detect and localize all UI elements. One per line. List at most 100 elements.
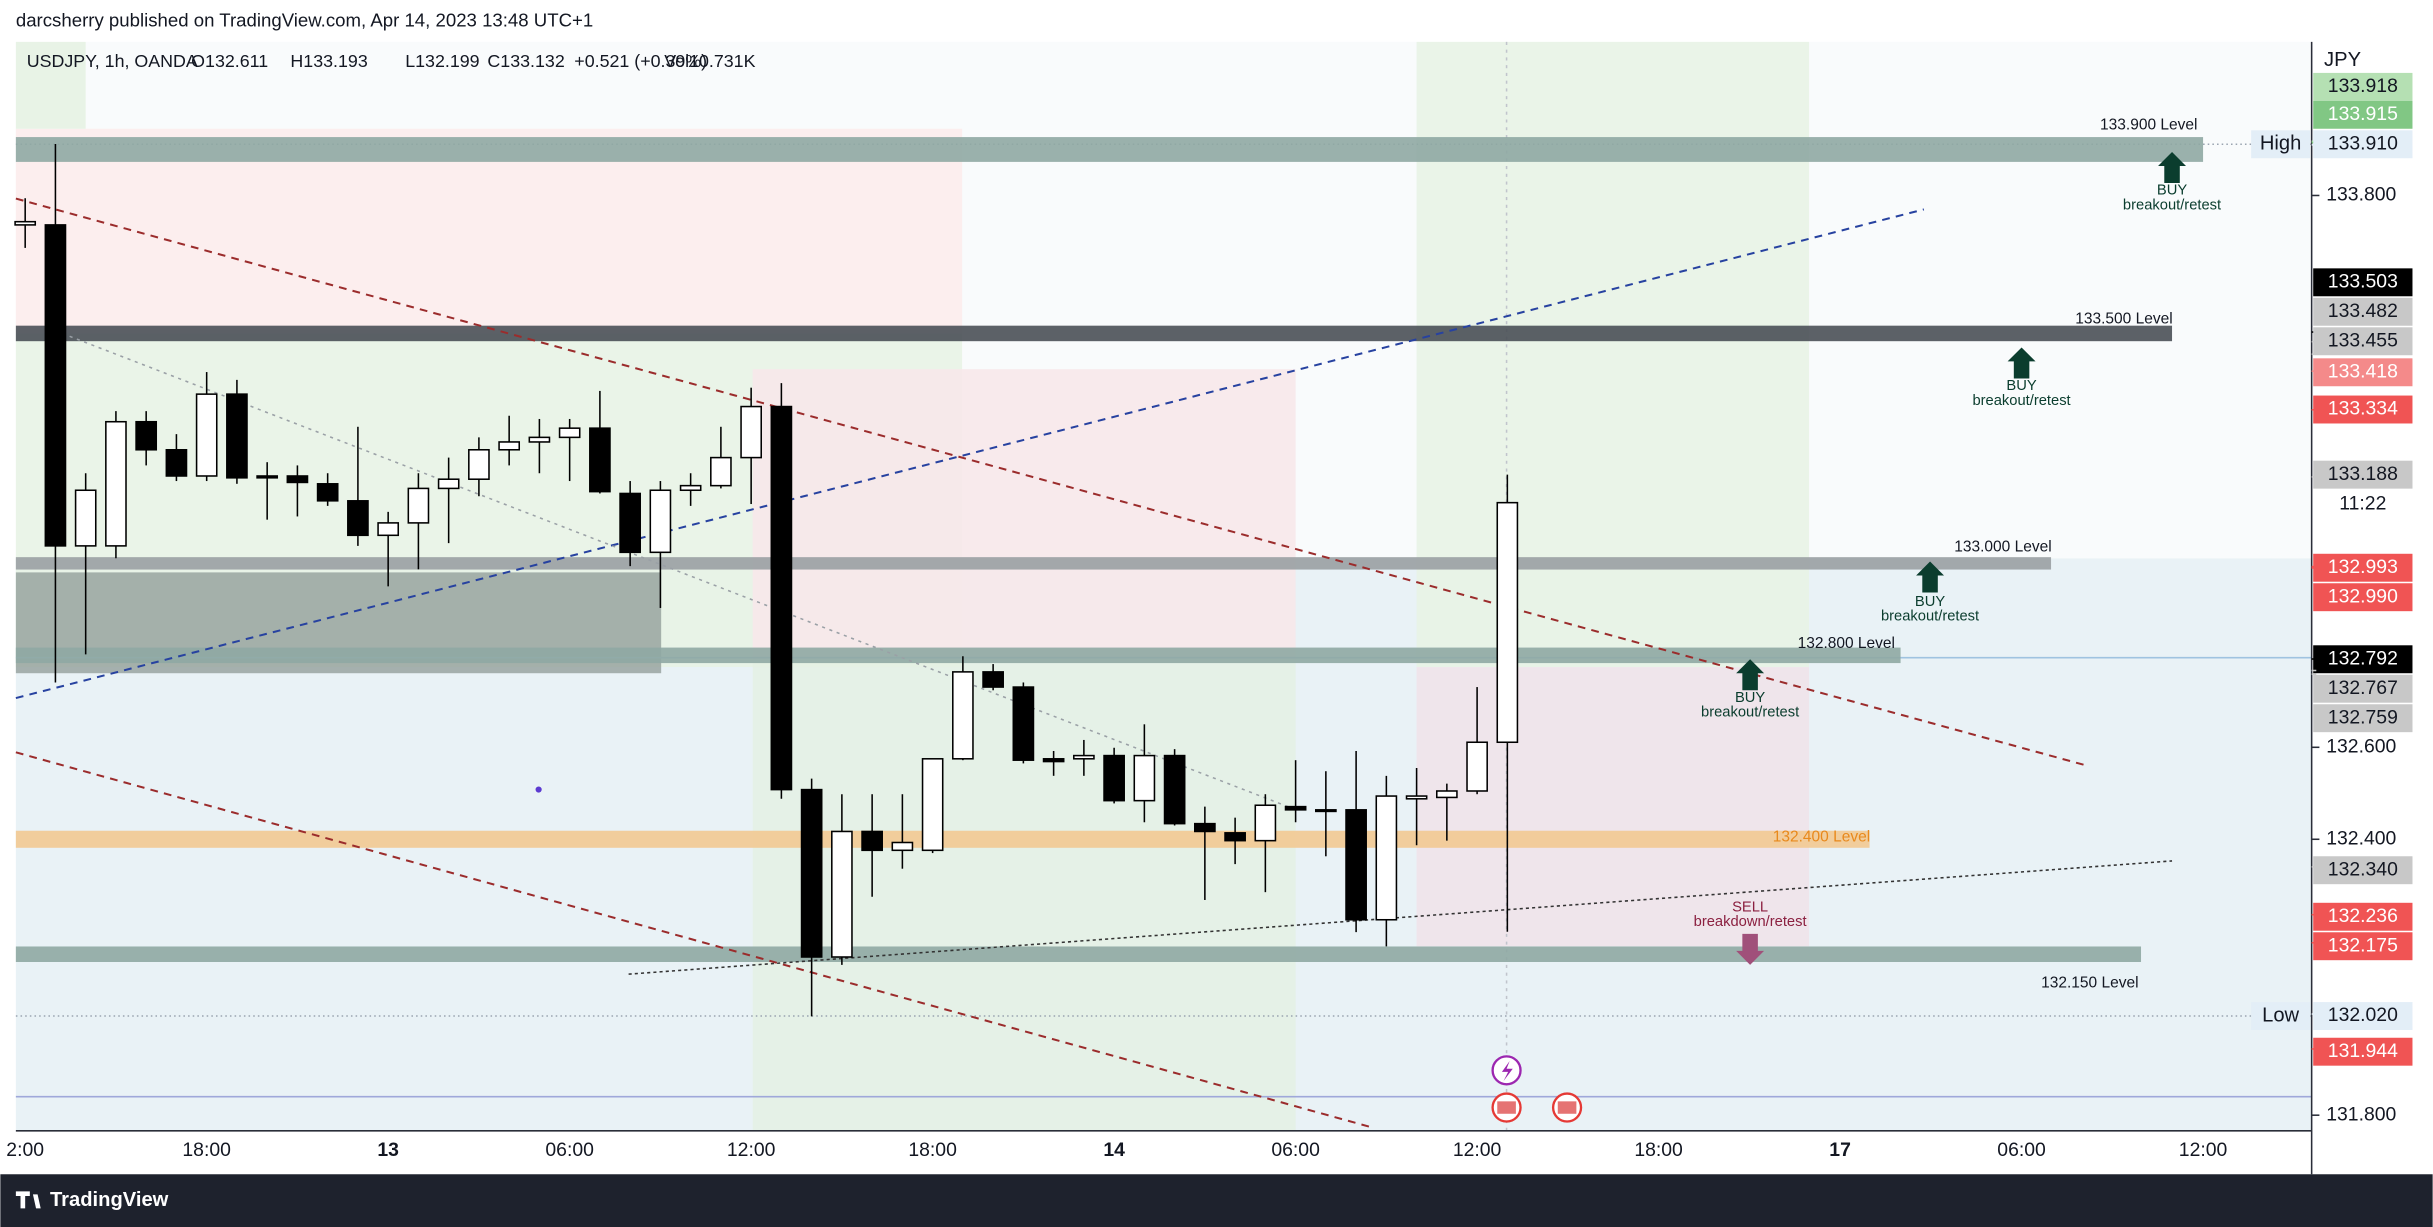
price-tag [2313, 583, 2413, 612]
price-tag [2313, 856, 2413, 885]
plot-background [15, 41, 2312, 1131]
signal-arrow [1916, 561, 1945, 593]
signal-arrow [1736, 659, 1765, 691]
x-tick-label: 12:00 [2179, 1139, 2228, 1161]
price-tag [2313, 932, 2413, 961]
flag [1497, 1101, 1516, 1114]
candle-body [1012, 686, 1035, 761]
zone-profit [15, 41, 86, 129]
candle-body [710, 456, 732, 487]
x-tick-label: 18:00 [1634, 1139, 1683, 1161]
signal-text: BUY [2157, 183, 2187, 199]
price-tag [2313, 297, 2413, 326]
price-tag [2313, 1037, 2413, 1066]
level-label: 132.150 Level [2041, 975, 2138, 992]
footer-brand: TradingView [50, 1189, 169, 1211]
symbol: USDJPY, 1h, OANDA [27, 51, 198, 71]
candle-body [437, 478, 460, 490]
legend-stat: O132.611 [191, 51, 268, 71]
price-tag-label: 132.236 [2328, 905, 2398, 927]
candle-body [226, 393, 248, 479]
candle-body [195, 393, 218, 477]
candle-body [377, 522, 400, 537]
annotations: BUYbreakout/retestBUYbreakout/retestBUYb… [1694, 152, 2221, 965]
time-scale [15, 1130, 2312, 1175]
candle-body [1284, 805, 1307, 811]
price-tag-label: 132.993 [2328, 556, 2398, 578]
price-tag-label: 131.944 [2328, 1040, 2398, 1062]
low-tag [2251, 1002, 2311, 1030]
zone-profit [1416, 41, 1810, 668]
candle-body [1345, 809, 1367, 921]
x-tick-label: 14 [1103, 1139, 1125, 1161]
price-tag-label: 133.915 [2328, 103, 2398, 125]
legend-stat: L132.199 [405, 51, 479, 71]
candle-body [589, 427, 611, 493]
price-tag-label: 133.482 [2328, 300, 2398, 322]
price-tag [2313, 460, 2413, 489]
price-tag-label: 133.503 [2328, 270, 2398, 292]
level-label: 133.000 Level [1954, 539, 2051, 556]
candle-body [1496, 501, 1519, 744]
price-tag-label: 133.455 [2328, 329, 2398, 351]
x-tick-label: 06:00 [1997, 1139, 2046, 1161]
signal-text: breakout/retest [1972, 393, 2070, 409]
price-tag [2313, 72, 2413, 101]
price-tag-label: 11:22 [2339, 492, 2386, 514]
candle-body [286, 475, 309, 484]
legend-stat: C133.132 [487, 51, 564, 71]
price-tag-label: 132.020 [2328, 1004, 2398, 1026]
candle-body [861, 830, 883, 852]
level-band [15, 647, 1901, 664]
dot [535, 786, 542, 793]
candle-body [74, 489, 97, 547]
price-tag-label: 133.918 [2328, 75, 2398, 97]
candles [14, 143, 1519, 1017]
x-tick-label: 18:00 [182, 1139, 231, 1161]
candle-body [105, 420, 127, 547]
price-tag [2313, 902, 2413, 931]
price-tag-label: 132.990 [2328, 585, 2398, 607]
candle-body [498, 441, 521, 451]
price-tag [2313, 268, 2413, 297]
candle-body [1133, 754, 1156, 802]
publish-note: darcsherry published on TradingView.com,… [16, 10, 593, 31]
price-tag-label: 133.188 [2328, 463, 2398, 485]
signal-text: breakout/retest [1881, 608, 1979, 624]
x-tick-label: 18:00 [908, 1139, 957, 1161]
candle-body [558, 427, 581, 439]
high-tag [2251, 130, 2311, 159]
candle-body [347, 500, 369, 537]
signal-arrow [2007, 347, 2036, 379]
legend-stat: +0.521 (+0.39%) [574, 51, 707, 71]
level-label: 133.900 Level [2100, 117, 2197, 134]
price-tag-label: 132.767 [2328, 677, 2398, 699]
level-band [15, 557, 2052, 570]
signal-text: breakout/retest [2123, 197, 2221, 213]
candle-body [165, 449, 188, 477]
price-tag-label: 133.910 [2328, 132, 2398, 154]
level-band [15, 325, 2173, 342]
level-band [15, 137, 2204, 162]
candle-body [256, 475, 279, 479]
candle-body [831, 830, 853, 958]
candle-body [135, 420, 158, 451]
x-tick-label: 13 [377, 1139, 399, 1161]
candle-body [44, 224, 67, 547]
price-tag [2313, 674, 2413, 703]
candle-body [1435, 790, 1458, 799]
price-tag-label: 132.792 [2328, 647, 2398, 669]
candle-body [1194, 822, 1216, 833]
footer [0, 1174, 2433, 1227]
x-tick-label: 17 [1829, 1139, 1851, 1161]
candle-body [1315, 809, 1337, 813]
candle-body [14, 220, 37, 226]
signal-arrow [1736, 933, 1765, 965]
y-tick-label: 132.600 [2326, 735, 2396, 757]
zone-loss [15, 128, 963, 334]
candle-body [770, 405, 793, 791]
candle-body [1103, 754, 1125, 802]
y-tick-label: 133.800 [2326, 184, 2396, 206]
